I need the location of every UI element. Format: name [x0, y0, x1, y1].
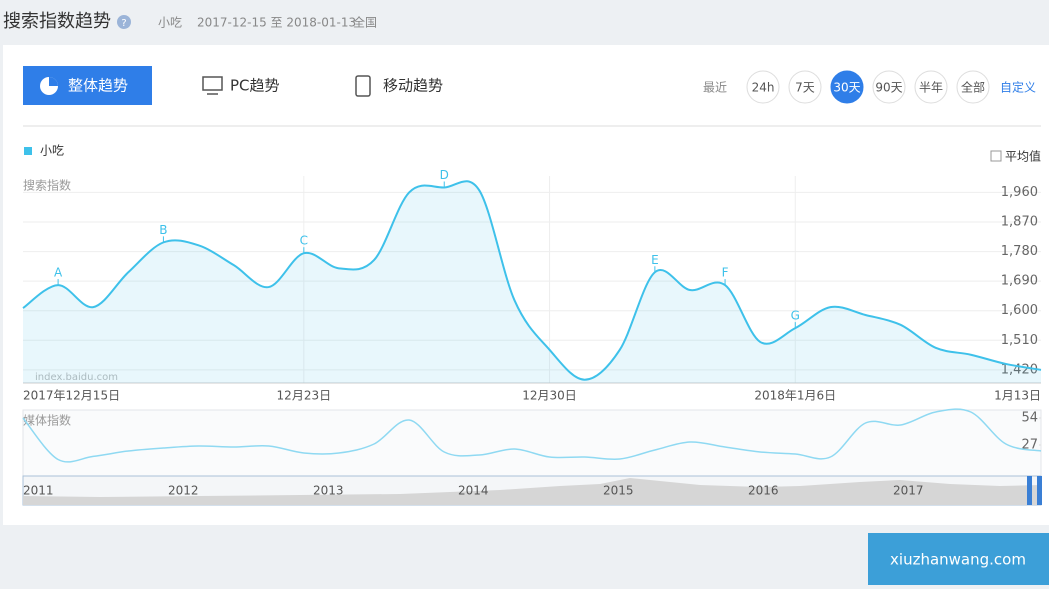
region: 全国 [353, 15, 377, 30]
y-tick-label: 1,870 [1001, 215, 1038, 230]
overview-area [23, 478, 1041, 505]
overview-year: 2011 [23, 484, 54, 498]
footer-text: xiuzhanwang.com [890, 551, 1026, 569]
tab-label[interactable]: PC趋势 [230, 77, 280, 95]
y-tick-label: 1,690 [1001, 274, 1038, 289]
range-button[interactable] [914, 70, 948, 104]
x-tick-label: 1月13日 [994, 389, 1041, 403]
x-tick-label: 2018年1月6日 [754, 389, 836, 403]
y-tick-label: 1,510 [1001, 333, 1038, 348]
range-button[interactable] [830, 70, 864, 104]
footer-badge [868, 533, 1049, 585]
checkbox[interactable] [990, 150, 1002, 162]
x-tick-label: 12月23日 [277, 389, 332, 403]
legend-swatch [24, 147, 32, 155]
line [22, 408, 1042, 463]
area [23, 181, 1041, 383]
custom-range[interactable]: 自定义 [1000, 80, 1036, 95]
annotation-label: E [651, 253, 659, 267]
y-tick-label: 1,600 [1001, 303, 1038, 318]
y-tick-label: 1,780 [1001, 244, 1038, 259]
annotation-label: A [54, 266, 63, 280]
range-option: 7天 [795, 81, 815, 95]
x-tick-label: 12月30日 [522, 389, 577, 403]
overview-year: 2016 [748, 484, 779, 498]
overview-handle[interactable] [1027, 476, 1032, 505]
range-option: 90天 [875, 81, 902, 95]
media-panel [22, 409, 1042, 477]
annotation-label: C [300, 234, 308, 248]
range-option: 半年 [919, 81, 943, 95]
range-button[interactable] [746, 70, 780, 104]
overview-year: 2012 [168, 484, 199, 498]
annotation-label: F [722, 266, 729, 280]
pie-icon-slice [49, 77, 58, 86]
range-option: 30天 [833, 81, 860, 95]
range-option: 24h [752, 81, 775, 95]
media-y-label: 媒体指数 [23, 413, 71, 428]
tab-label[interactable]: 移动趋势 [383, 77, 443, 95]
legend-label: 小吃 [40, 144, 64, 158]
y-tick-label: 54 [1021, 411, 1038, 426]
x-tick-label: 2017年12月15日 [23, 389, 120, 403]
range-option: 全部 [961, 80, 985, 95]
page-title: 搜索指数趋势 [3, 11, 111, 32]
y-tick-label: 1,420 [1001, 362, 1038, 377]
range-button[interactable] [788, 70, 822, 104]
date-range: 2017-12-15 至 2018-01-13 [197, 16, 356, 30]
line [22, 180, 1042, 381]
average-label: 平均值 [1005, 149, 1041, 164]
mobile-icon [355, 75, 371, 97]
help-mark: ? [121, 18, 126, 29]
annotation-label: D [440, 168, 449, 182]
help-icon[interactable] [117, 15, 131, 29]
annotation-label: G [791, 309, 800, 323]
range-button[interactable] [872, 70, 906, 104]
y-tick-label: 1,960 [1001, 185, 1038, 200]
watermark: index.baidu.com [35, 372, 118, 383]
overview-year: 2017 [893, 484, 924, 498]
overview-year: 2014 [458, 484, 489, 498]
range-label: 最近 [703, 81, 727, 95]
y-label: 搜索指数 [23, 178, 71, 193]
annotation-label: B [159, 223, 167, 237]
overview-year: 2015 [603, 484, 634, 498]
range-button[interactable] [956, 70, 990, 104]
overview-year: 2013 [313, 484, 344, 498]
pc-icon [202, 76, 223, 91]
keyword: 小吃 [158, 16, 182, 30]
overview-handle[interactable] [1037, 476, 1042, 505]
tab-label: 整体趋势 [68, 77, 128, 95]
